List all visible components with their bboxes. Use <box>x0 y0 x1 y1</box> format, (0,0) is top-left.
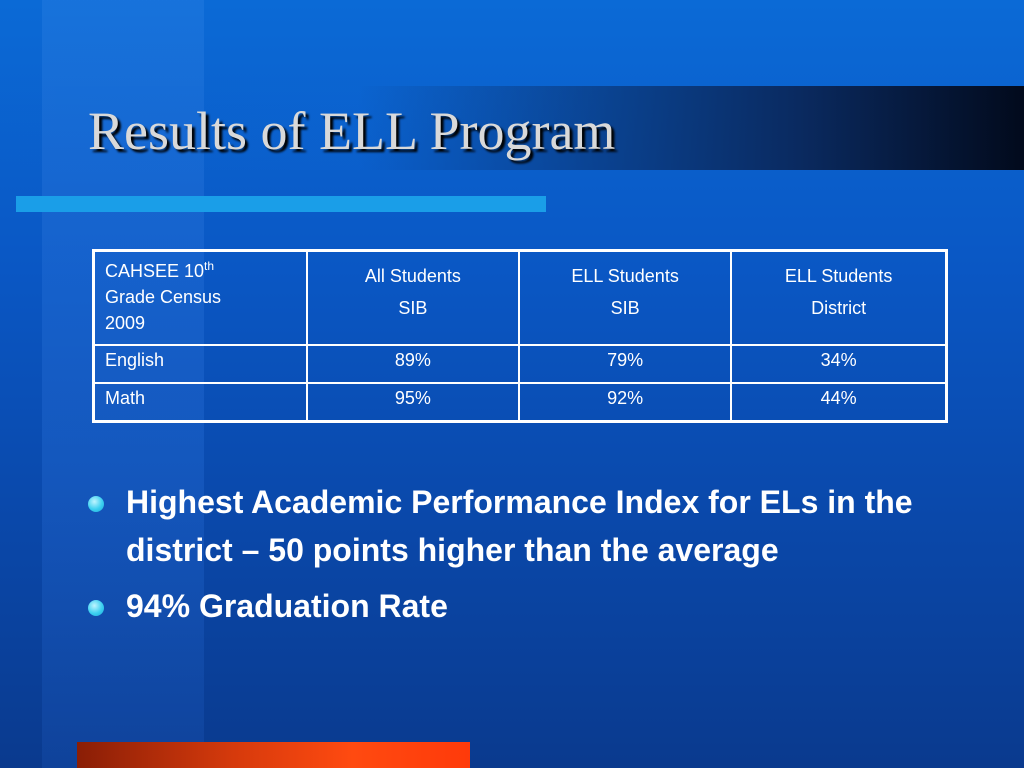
bullet-list: Highest Academic Performance Index for E… <box>88 478 918 638</box>
table-row: Math 95% 92% 44% <box>92 382 948 423</box>
cell-english-ell-students-district: 34% <box>730 344 948 384</box>
slide-title: Results of ELL Program <box>88 101 616 161</box>
header-cahsee-line2: Grade Census <box>105 287 222 307</box>
bullet-dot-icon <box>88 496 104 512</box>
header-ell-district-line1: ELL Students <box>784 266 893 286</box>
header-cell-ell-students-district: ELL Students District <box>730 249 948 346</box>
header-cahsee-line1: CAHSEE 10th <box>105 258 296 284</box>
cell-math-ell-students-sib: 92% <box>517 382 733 423</box>
table-header-row: CAHSEE 10th Grade Census 2009 All Studen… <box>92 249 948 346</box>
cell-english-ell-students-sib: 79% <box>517 344 733 384</box>
title-underline-bar <box>16 196 546 212</box>
bullet-text-api: Highest Academic Performance Index for E… <box>126 484 913 568</box>
header-cahsee-superscript: th <box>204 259 215 273</box>
header-all-students-line1: All Students <box>364 266 461 286</box>
row-label-math: Math <box>92 382 308 423</box>
header-cell-ell-students-sib: ELL Students SIB <box>517 249 733 346</box>
header-cahsee-text: CAHSEE 10 <box>105 261 205 281</box>
table-row: English 89% 79% 34% <box>92 344 948 384</box>
header-cahsee-line3: 2009 <box>105 313 146 333</box>
header-ell-sib-line2: SIB <box>610 298 640 318</box>
bottom-accent-bar <box>77 742 470 768</box>
cell-english-all-students-sib: 89% <box>305 344 521 384</box>
row-label-english: English <box>92 344 308 384</box>
list-item: 94% Graduation Rate <box>88 582 918 630</box>
list-item: Highest Academic Performance Index for E… <box>88 478 918 574</box>
header-ell-sib-line1: ELL Students <box>571 266 679 286</box>
header-ell-district-line2: District <box>811 298 867 318</box>
title-background-band <box>0 86 1024 170</box>
bullet-text-graduation: 94% Graduation Rate <box>126 588 448 624</box>
header-cell-all-students-sib: All Students SIB <box>305 249 521 346</box>
bullet-dot-icon <box>88 600 104 616</box>
cell-math-ell-students-district: 44% <box>730 382 948 423</box>
results-table: CAHSEE 10th Grade Census 2009 All Studen… <box>92 249 948 423</box>
header-cell-cahsee: CAHSEE 10th Grade Census 2009 <box>92 249 308 346</box>
header-all-students-line2: SIB <box>398 298 428 318</box>
cell-math-all-students-sib: 95% <box>305 382 521 423</box>
